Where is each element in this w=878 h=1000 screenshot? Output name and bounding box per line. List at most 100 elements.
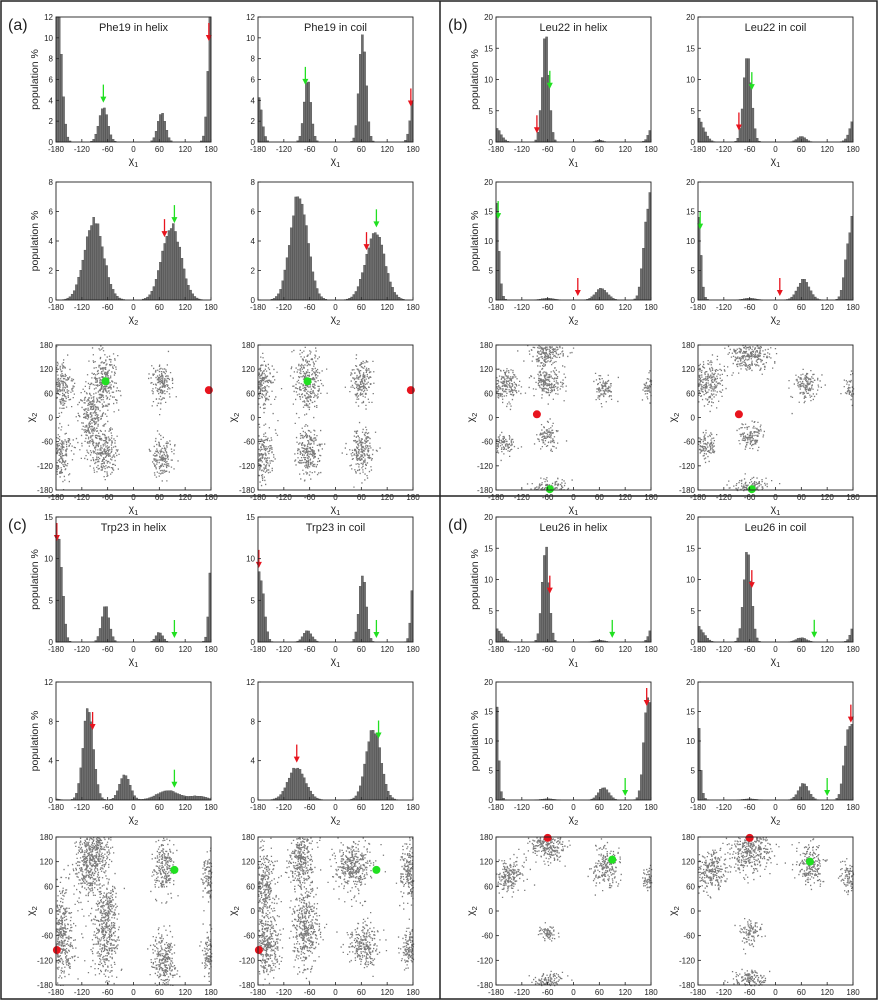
histogram-bar bbox=[646, 135, 649, 143]
histogram-bar bbox=[96, 636, 100, 643]
histogram-bar bbox=[380, 244, 384, 301]
x-tick-label: 120 bbox=[618, 988, 632, 997]
histogram-bar bbox=[150, 796, 154, 801]
histogram-bar bbox=[96, 223, 100, 301]
histogram-bar bbox=[740, 607, 744, 643]
y-tick-label: -180 bbox=[477, 486, 494, 495]
green-marker bbox=[545, 485, 554, 494]
y-tick-label: 20 bbox=[484, 13, 493, 22]
histogram-bar bbox=[176, 793, 179, 801]
histogram-bar bbox=[354, 795, 358, 801]
x-tick-label: 60 bbox=[357, 145, 366, 154]
histogram-bar bbox=[749, 580, 752, 643]
histogram-bar bbox=[541, 582, 544, 643]
x-tick-label: 0 bbox=[333, 303, 338, 312]
red-arrow bbox=[293, 744, 300, 763]
y-axis-label: χ2 bbox=[667, 413, 681, 423]
histogram-bar bbox=[702, 632, 705, 643]
y-tick-label: -120 bbox=[679, 462, 696, 471]
histogram-bar bbox=[300, 773, 304, 801]
histogram-bar bbox=[374, 733, 377, 801]
histogram-bar bbox=[98, 793, 102, 801]
panel-letter-d: (d) bbox=[448, 517, 468, 534]
subplot-4: -180 -120 -60 0 60 120 180 0 2 4 6 8 χ2 bbox=[250, 178, 420, 327]
y-tick-label: 0 bbox=[691, 796, 696, 805]
histogram-bar bbox=[79, 270, 82, 301]
y-tick-label: 15 bbox=[686, 544, 695, 553]
green-arrow bbox=[100, 84, 107, 103]
histogram-bar bbox=[646, 636, 649, 643]
histogram-bar bbox=[303, 633, 306, 643]
chart-title: Leu26 in coil bbox=[745, 522, 807, 534]
x-tick-label: -60 bbox=[744, 493, 756, 502]
chart-title: Phe19 in coil bbox=[304, 22, 367, 34]
y-tick-label: 0 bbox=[251, 414, 256, 423]
histogram-bar bbox=[313, 136, 317, 143]
histogram-bar bbox=[277, 293, 280, 301]
histogram-bar bbox=[81, 748, 85, 801]
histogram-bar bbox=[846, 243, 849, 301]
histogram-bar bbox=[500, 791, 503, 801]
histogram-bar bbox=[545, 36, 548, 143]
y-tick-label: 4 bbox=[49, 757, 54, 766]
histogram-bar bbox=[356, 286, 360, 301]
y-tick-label: 12 bbox=[44, 678, 53, 687]
y-tick-label: 10 bbox=[686, 76, 695, 85]
histogram-bar bbox=[157, 121, 160, 143]
x-axis-label: χ2 bbox=[569, 813, 579, 827]
y-tick-label: 2 bbox=[49, 267, 54, 276]
y-tick-label: 0 bbox=[489, 296, 494, 305]
x-axis-label: χ1 bbox=[129, 155, 139, 169]
histogram-bar bbox=[848, 128, 851, 143]
subplot-17: -180 -120 -60 0 60 120 180 -180 -120 -60 0 60 120 180… bbox=[25, 833, 218, 1000]
y-axis-label: χ2 bbox=[227, 906, 241, 916]
y-tick-label: -60 bbox=[41, 438, 53, 447]
y-tick-label: 5 bbox=[489, 607, 494, 616]
histogram-bar bbox=[545, 546, 548, 643]
y-tick-label: 8 bbox=[49, 55, 54, 64]
histogram-bar bbox=[609, 795, 613, 801]
y-tick-label: 0 bbox=[489, 907, 494, 916]
histogram-bar bbox=[68, 296, 72, 301]
histogram-bar bbox=[393, 292, 396, 301]
histogram-bar bbox=[408, 120, 411, 143]
y-axis-label: χ2 bbox=[465, 906, 479, 916]
histogram-bar bbox=[294, 196, 297, 301]
histogram-bar bbox=[292, 215, 295, 301]
histogram-bar bbox=[408, 622, 411, 643]
histogram-bar bbox=[363, 265, 366, 301]
x-tick-label: -120 bbox=[74, 303, 91, 312]
y-tick-label: -60 bbox=[481, 438, 493, 447]
histogram-bar bbox=[745, 58, 748, 143]
histogram-bar bbox=[371, 730, 375, 801]
x-tick-label: 60 bbox=[357, 303, 366, 312]
histogram-bar bbox=[700, 255, 703, 301]
histogram-bar bbox=[640, 774, 643, 801]
x-tick-label: 0 bbox=[131, 145, 136, 154]
x-tick-label: 120 bbox=[820, 803, 834, 812]
x-tick-label: 120 bbox=[820, 145, 834, 154]
x-tick-label: 60 bbox=[797, 645, 806, 654]
histogram-bar bbox=[109, 134, 113, 143]
histogram-bar bbox=[541, 77, 544, 143]
y-tick-label: 8 bbox=[251, 717, 256, 726]
x-tick-label: -180 bbox=[250, 645, 267, 654]
histogram-bar bbox=[543, 38, 546, 143]
histogram-bar bbox=[88, 230, 91, 301]
histogram-bar bbox=[839, 290, 843, 301]
x-tick-label: -60 bbox=[102, 988, 114, 997]
subplot-12: -180 -120 -60 0 60 120 180 -180 -120 -60 0 60 120 180… bbox=[667, 341, 860, 517]
x-tick-label: 0 bbox=[131, 645, 136, 654]
red-arrow bbox=[847, 704, 854, 723]
histogram-bar bbox=[163, 243, 166, 301]
y-tick-label: 4 bbox=[251, 96, 256, 105]
histogram-bar bbox=[363, 763, 366, 801]
red-arrow bbox=[161, 219, 168, 238]
x-tick-label: 0 bbox=[333, 493, 338, 502]
histogram-bar bbox=[605, 292, 609, 301]
y-tick-label: 4 bbox=[251, 237, 256, 246]
histogram-bar bbox=[590, 296, 594, 301]
histogram-bar bbox=[842, 765, 845, 801]
x-tick-label: -120 bbox=[276, 303, 293, 312]
histogram-bar bbox=[607, 792, 611, 801]
